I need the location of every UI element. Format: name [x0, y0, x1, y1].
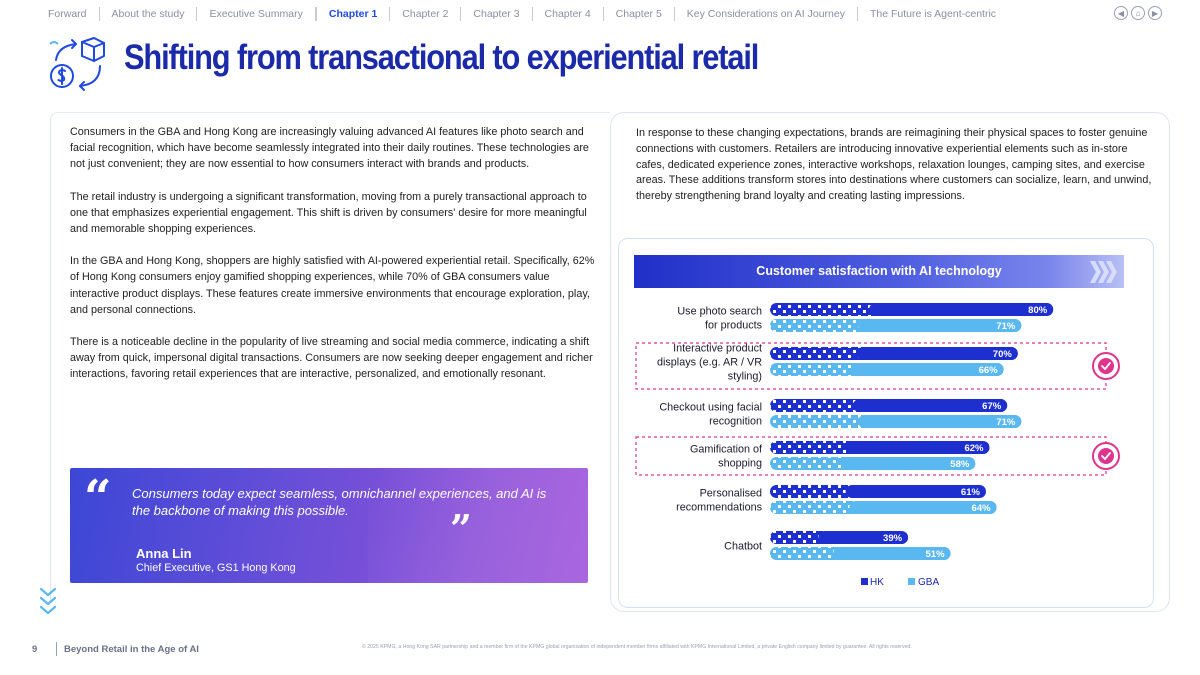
bar-gba-solid	[851, 363, 1004, 376]
category-label: Interactive product	[673, 343, 762, 355]
chart-title: Customer satisfaction with AI technology	[756, 264, 1002, 278]
left-body-text: Consumers in the GBA and Hong Kong are i…	[70, 124, 600, 399]
nav-item-future-agent-centric[interactable]: The Future is Agent-centric	[869, 8, 997, 20]
paragraph: Consumers in the GBA and Hong Kong are i…	[70, 126, 589, 171]
legend-label-gba: GBA	[918, 577, 939, 588]
bars-group	[770, 303, 1054, 560]
bar-gba-solid	[841, 457, 976, 470]
left-panel-frame	[50, 112, 610, 602]
data-label-gba: 71%	[996, 417, 1016, 428]
category-label: Checkout using facial	[659, 402, 762, 414]
legend-swatch-hk	[861, 578, 868, 585]
category-label: Use photo search	[677, 306, 762, 318]
category-label: Personalised	[700, 488, 762, 500]
back-icon[interactable]: ◀	[1114, 6, 1128, 20]
category-label: styling)	[728, 371, 762, 383]
quote-author-role: Chief Executive, GS1 Hong Kong	[136, 562, 296, 574]
bar-gba-solid	[857, 415, 1022, 428]
category-label: for products	[705, 320, 763, 332]
nav-item-about-the-study[interactable]: About the study	[100, 7, 198, 21]
nav-item-chapter-4[interactable]: Chapter 4	[533, 7, 604, 21]
quote-author-name: Anna Lin	[136, 546, 192, 561]
data-label-gba: 64%	[972, 503, 992, 514]
legend: HK GBA	[861, 577, 939, 588]
data-label-gba: 58%	[950, 459, 970, 470]
check-mark	[1101, 362, 1111, 371]
legend-label-hk: HK	[870, 577, 884, 588]
open-quote-icon: “	[84, 470, 112, 526]
nav-item-forward[interactable]: Forward	[38, 7, 100, 21]
bar-chart: 80% 71% Use photo search for products 70% 66%…	[635, 303, 1120, 588]
bar-gba-solid	[833, 547, 951, 560]
nav-item-chapter-5[interactable]: Chapter 5	[604, 7, 675, 21]
category-label: shopping	[718, 458, 762, 470]
right-panel-frame	[610, 112, 1170, 612]
chart-header: Customer satisfaction with AI technology	[634, 255, 1124, 288]
chevron-down-icon[interactable]	[38, 585, 58, 621]
bar-gba-solid	[849, 501, 997, 514]
category-label: displays (e.g. AR / VR	[657, 357, 762, 369]
nav-icon-group: ◀ ⌂ ▶	[1114, 6, 1162, 20]
data-label-gba: 66%	[979, 365, 999, 376]
paragraph: The retail industry is undergoing a sign…	[70, 190, 587, 236]
data-label-hk: 62%	[964, 443, 984, 454]
labels-group: 80% 71% Use photo search for products 70% 66%…	[657, 305, 1048, 560]
bar-hk-solid	[846, 441, 990, 454]
bar-hk-solid	[853, 399, 1008, 412]
bar-gba-solid	[857, 319, 1022, 332]
data-label-gba: 51%	[926, 549, 946, 560]
chart-frame	[618, 238, 1154, 608]
bar-hk-solid	[869, 303, 1054, 316]
data-label-hk: 39%	[883, 533, 903, 544]
quote-background-shade	[368, 468, 588, 583]
top-navigation: Forward About the study Executive Summar…	[38, 0, 1162, 28]
highlight-group	[635, 342, 1120, 476]
bar-hk-solid	[818, 531, 909, 544]
legend-swatch-gba	[908, 578, 915, 585]
category-label: Chatbot	[724, 541, 762, 553]
heart-check-icon-inner	[1098, 448, 1114, 464]
category-label: recommendations	[676, 502, 762, 514]
footer-divider	[56, 642, 57, 656]
category-label: Gamification of	[690, 444, 763, 456]
nav-item-executive-summary[interactable]: Executive Summary	[197, 7, 316, 21]
right-body-text: In response to these changing expectatio…	[636, 127, 1152, 203]
category-label: recognition	[709, 416, 762, 428]
data-label-gba: 71%	[996, 321, 1016, 332]
data-label-hk: 80%	[1028, 305, 1048, 316]
data-label-hk: 67%	[982, 401, 1002, 412]
footer-title: Beyond Retail in the Age of AI	[64, 644, 199, 655]
nav-item-chapter-3[interactable]: Chapter 3	[461, 7, 533, 21]
quote-text: Consumers today expect seamless, omnicha…	[132, 486, 547, 518]
data-label-hk: 70%	[993, 349, 1013, 360]
quote-card: “ Consumers today expect seamless, omnic…	[70, 468, 588, 583]
nav-item-chapter-1[interactable]: Chapter 1	[315, 7, 391, 21]
footer-copyright: © 2025 KPMG, a Hong Kong SAR partnership…	[362, 644, 912, 650]
home-icon[interactable]: ⌂	[1131, 6, 1145, 20]
close-quote-icon: ”	[450, 506, 472, 551]
data-label-hk: 61%	[961, 487, 981, 498]
paragraph: There is a noticeable decline in the pop…	[70, 336, 593, 381]
forward-icon[interactable]: ▶	[1148, 6, 1162, 20]
chevron-right-icon	[1090, 261, 1117, 283]
paragraph: In the GBA and Hong Kong, shoppers are h…	[70, 255, 595, 316]
check-mark	[1101, 452, 1111, 461]
nav-item-key-considerations[interactable]: Key Considerations on AI Journey	[675, 7, 858, 21]
bar-hk-solid	[845, 485, 986, 498]
shopping-cycle-icon	[49, 37, 105, 91]
heart-check-icon-inner	[1098, 358, 1114, 374]
page-title: Shifting from transactional to experient…	[124, 38, 759, 77]
page-number: 9	[32, 644, 38, 655]
nav-item-chapter-2[interactable]: Chapter 2	[390, 7, 462, 21]
bar-hk-solid	[856, 347, 1018, 360]
